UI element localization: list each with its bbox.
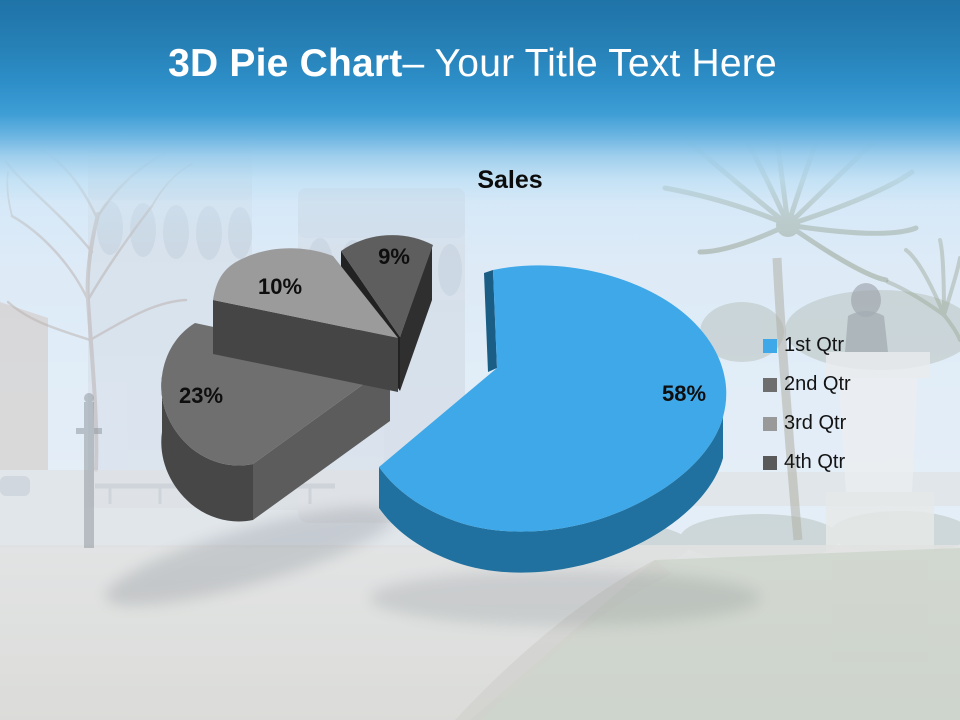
data-label-10: 10% <box>257 274 303 299</box>
slide-title[interactable]: 3D Pie Chart– Your Title Text Here <box>0 42 945 86</box>
statue-bust <box>851 283 881 317</box>
data-label-23: 23% <box>178 383 224 408</box>
pie-shadow <box>105 506 760 626</box>
slice3-front-face <box>213 300 398 392</box>
data-label-58: 58% <box>661 381 707 406</box>
slide-title-rest: – Your Title Text Here <box>402 42 777 85</box>
legend-label: 2nd Qtr <box>784 373 851 395</box>
car <box>0 476 30 496</box>
grass <box>470 548 960 720</box>
lamp-post <box>76 393 102 548</box>
legend-item-1st-qtr[interactable]: 1st Qtr <box>763 334 851 357</box>
legend-swatch-4th-qtr <box>763 455 777 470</box>
chart-title[interactable]: Sales <box>477 166 543 194</box>
legend-item-4th-qtr[interactable]: 4th Qtr <box>763 451 851 474</box>
pie-slice-3rd-qtr[interactable] <box>213 248 398 392</box>
legend-swatch-2nd-qtr <box>763 377 777 392</box>
slice1-side <box>379 417 723 573</box>
legend-item-3rd-qtr[interactable]: 3rd Qtr <box>763 412 851 435</box>
slice3-top <box>213 248 398 338</box>
legend-label: 1st Qtr <box>784 334 845 356</box>
legend-swatch-3rd-qtr <box>763 416 777 431</box>
slide-title-bold: 3D Pie Chart <box>168 42 403 85</box>
slice1-top <box>379 265 727 532</box>
legend-label: 4th Qtr <box>784 451 846 473</box>
legend-label: 3rd Qtr <box>784 412 847 434</box>
legend-item-2nd-qtr[interactable]: 2nd Qtr <box>763 373 851 396</box>
slice2-front-face <box>253 365 390 520</box>
slice4-top <box>341 235 433 337</box>
legend-swatch-1st-qtr <box>763 338 777 353</box>
building <box>0 302 48 470</box>
pie-slice-1st-qtr[interactable] <box>379 265 727 573</box>
slice2-rim <box>161 376 253 522</box>
chart-legend[interactable]: 1st Qtr 2nd Qtr 3rd Qtr 4th Qtr <box>763 334 851 474</box>
data-label-9: 9% <box>378 244 410 269</box>
slice4-rim <box>400 246 432 391</box>
slice1-cut-face <box>484 270 497 372</box>
